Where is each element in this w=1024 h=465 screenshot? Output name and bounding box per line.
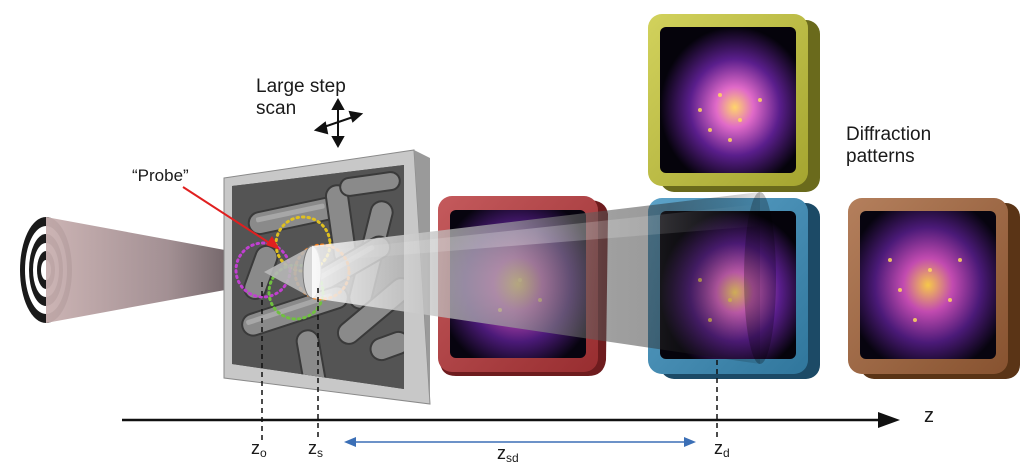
move-arrows-icon: [313, 97, 364, 149]
large-step-scan-label: Large step scan: [256, 76, 346, 120]
probe-label: “Probe”: [132, 166, 189, 185]
zsd-sub: sd: [506, 451, 519, 465]
z-axis: [122, 412, 900, 428]
incoming-beam: [46, 217, 290, 323]
zo-main: z: [251, 438, 260, 458]
zs-sub: s: [317, 446, 323, 460]
zs-main: z: [308, 438, 317, 458]
zsd-arrow: [344, 437, 696, 447]
diffraction-patterns-label: Diffraction patterns: [846, 124, 931, 168]
large-step-scan-line2: scan: [256, 98, 297, 119]
zd-main: z: [714, 438, 723, 458]
z-axis-label: z: [924, 405, 934, 427]
detector-frame-yellow: [648, 14, 820, 192]
detector-frame-brown: [848, 198, 1020, 379]
zsd-label: zsd: [497, 443, 519, 465]
probe-arrow: [182, 186, 280, 250]
position-guides: [261, 282, 718, 440]
zs-label: zs: [308, 438, 323, 460]
diffraction-line2: patterns: [846, 146, 915, 167]
zd-label: zd: [714, 438, 730, 460]
zsd-main: z: [497, 443, 506, 463]
diffraction-line1: Diffraction: [846, 124, 932, 145]
large-step-scan-line1: Large step: [256, 76, 346, 97]
zd-sub: d: [723, 446, 730, 460]
zo-sub: o: [260, 446, 267, 460]
zo-label: zo: [251, 438, 267, 460]
outgoing-beam: [312, 192, 776, 364]
